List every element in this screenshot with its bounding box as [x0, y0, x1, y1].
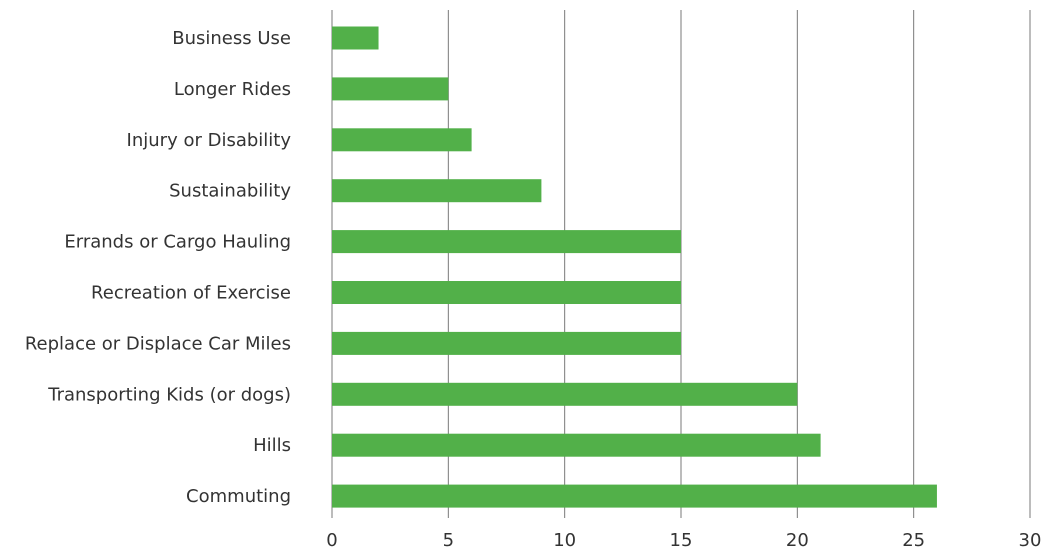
bar [332, 382, 798, 406]
x-tick-label: 30 [1019, 530, 1042, 551]
bar [332, 230, 681, 254]
x-axis-tick-labels: 0 5 10 15 20 25 30 [326, 530, 1041, 551]
category-label: Recreation of Exercise [91, 283, 291, 304]
bar [332, 281, 681, 304]
bar [332, 331, 681, 355]
category-label: Commuting [186, 486, 291, 507]
category-label: Errands or Cargo Hauling [64, 232, 291, 253]
bar [332, 433, 821, 457]
x-tick-label: 25 [902, 530, 925, 551]
category-label: Hills [253, 435, 291, 456]
category-label: Replace or Displace Car Miles [25, 333, 291, 354]
category-labels: Business Use Longer Rides Injury or Disabi… [25, 28, 291, 507]
category-label: Sustainability [169, 181, 291, 202]
bar [332, 128, 472, 152]
category-label: Injury or Disability [127, 130, 292, 151]
bar [332, 484, 937, 508]
bar [332, 26, 379, 50]
bar [332, 77, 449, 101]
x-tick-label: 0 [326, 530, 337, 551]
category-label: Transporting Kids (or dogs) [47, 384, 291, 405]
category-label: Business Use [172, 28, 291, 49]
category-label: Longer Rides [174, 79, 291, 100]
x-tick-label: 10 [553, 530, 576, 551]
bars [332, 26, 937, 508]
bar [332, 179, 542, 203]
x-tick-label: 5 [443, 530, 454, 551]
x-tick-label: 15 [670, 530, 693, 551]
x-tick-label: 20 [786, 530, 809, 551]
